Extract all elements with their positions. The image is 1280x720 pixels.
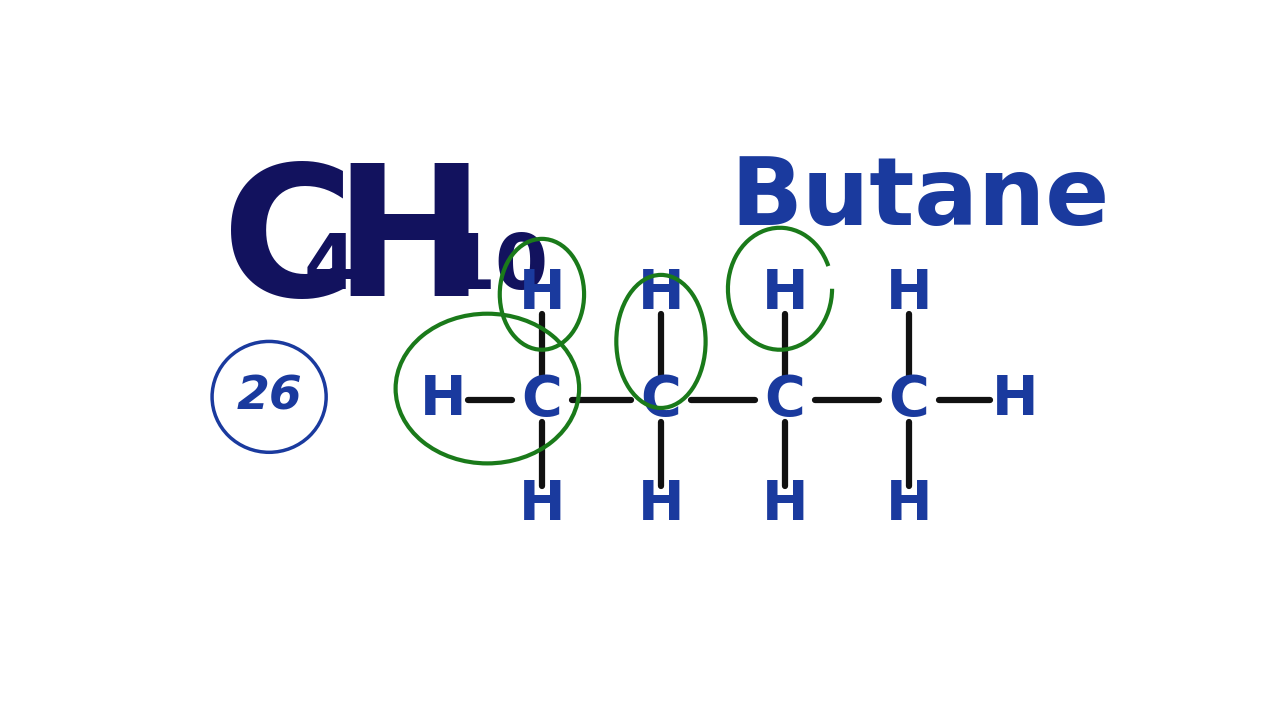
Text: H: H [992, 373, 1038, 427]
Text: H: H [762, 478, 808, 532]
Text: C: C [764, 373, 805, 427]
Text: C: C [521, 373, 562, 427]
Text: H: H [637, 267, 685, 321]
Text: H: H [518, 267, 566, 321]
Text: 10: 10 [443, 230, 549, 305]
Text: H: H [886, 267, 932, 321]
Text: C: C [888, 373, 929, 427]
Text: 4: 4 [303, 230, 357, 305]
Text: H: H [420, 373, 466, 427]
Text: H: H [637, 478, 685, 532]
Text: H: H [334, 158, 485, 335]
Text: C: C [640, 373, 681, 427]
Text: H: H [518, 478, 566, 532]
Text: C: C [221, 158, 355, 335]
Text: H: H [886, 478, 932, 532]
Text: 26: 26 [237, 374, 302, 419]
Text: Butane: Butane [731, 153, 1110, 245]
Text: H: H [762, 267, 808, 321]
